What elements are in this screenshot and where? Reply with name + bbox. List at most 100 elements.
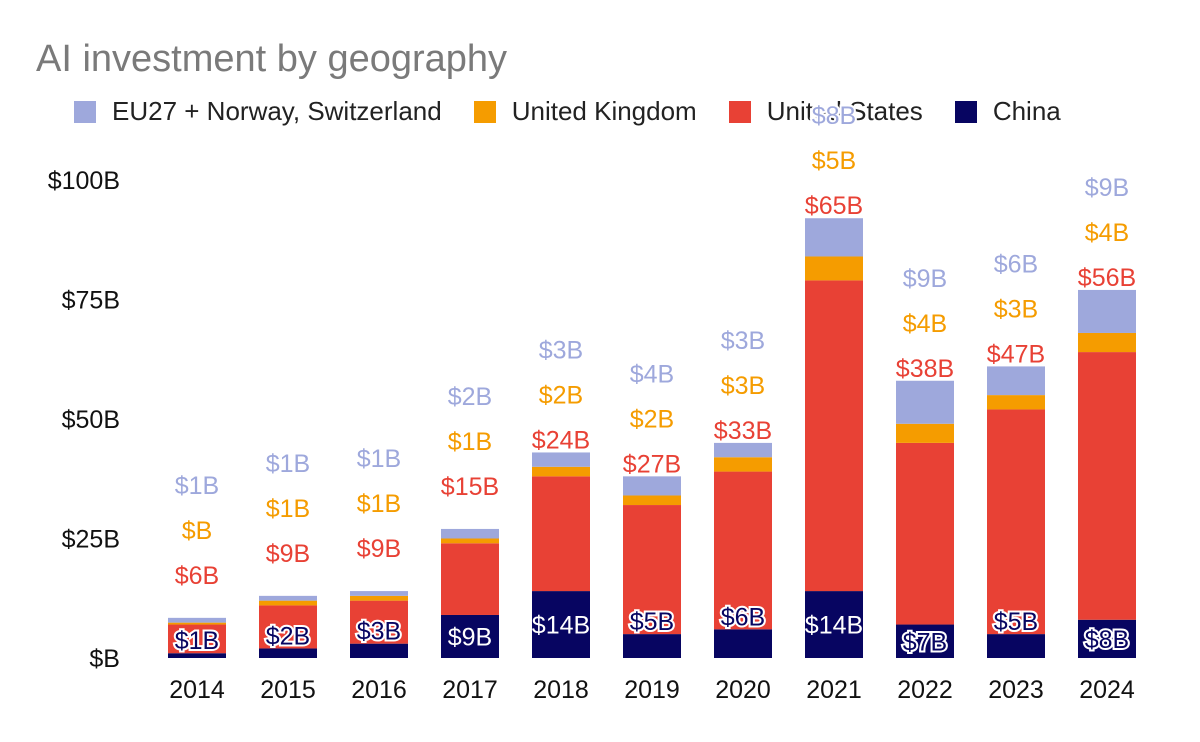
data-label-united-kingdom: $5B <box>812 147 856 175</box>
legend-item-uk: United Kingdom <box>473 96 697 127</box>
legend: EU27 + Norway, Switzerland United Kingdo… <box>74 96 1093 127</box>
data-label-united-kingdom: $2B <box>539 381 583 409</box>
data-label-eu27-norway-switzerland: $1B <box>175 472 219 500</box>
data-label-united-states: $56B <box>1078 264 1136 292</box>
bar-segment-china <box>714 629 772 658</box>
legend-item-us: United States <box>728 96 923 127</box>
bar-segment-united-kingdom <box>168 622 226 625</box>
bar-segment-china <box>168 653 226 658</box>
data-label-eu27-norway-switzerland: $6B <box>994 250 1038 278</box>
bar-segment-united-states <box>623 505 681 635</box>
y-tick-label: $100B <box>48 167 120 195</box>
legend-swatch-uk <box>473 100 496 123</box>
data-label-china: $5B <box>994 608 1038 636</box>
bar-segment-eu27-norway-switzerland <box>350 591 408 596</box>
x-tick-label: 2022 <box>897 676 953 704</box>
data-label-china: $5B <box>630 608 674 636</box>
data-label-eu27-norway-switzerland: $3B <box>539 336 583 364</box>
data-label-united-states: $33B <box>714 417 772 445</box>
data-label-eu27-norway-switzerland: $8B <box>812 102 856 130</box>
data-label-united-kingdom: $4B <box>1085 219 1129 247</box>
x-tick-label: 2024 <box>1079 676 1135 704</box>
bar-segment-eu27-norway-switzerland <box>532 452 590 467</box>
chart-title: AI investment by geography <box>36 38 508 80</box>
legend-label-eu: EU27 + Norway, Switzerland <box>112 96 442 126</box>
bar-segment-eu27-norway-switzerland <box>987 366 1045 396</box>
data-label-united-states: $9B <box>266 540 310 568</box>
bar-segment-china <box>1078 619 1136 658</box>
bar-segment-china <box>623 634 681 658</box>
legend-label-uk: United Kingdom <box>511 96 697 126</box>
bar-segment-eu27-norway-switzerland <box>441 528 499 539</box>
legend-item-china: China <box>954 96 1061 127</box>
data-label-united-states: $6B <box>175 562 219 590</box>
bar-segment-united-kingdom <box>896 423 954 443</box>
bar-segment-eu27-norway-switzerland <box>259 595 317 601</box>
data-label-united-kingdom: $1B <box>357 490 401 518</box>
bar-segment-eu27-norway-switzerland <box>805 218 863 257</box>
bar-segment-united-states <box>532 476 590 592</box>
y-axis: $B $25B $50B $75B $100B <box>48 167 120 673</box>
data-label-china: $6B <box>721 603 765 631</box>
bar-segment-united-kingdom <box>987 395 1045 410</box>
y-tick-label: $25B <box>62 526 120 554</box>
y-tick-label: $50B <box>62 406 120 434</box>
data-label-eu27-norway-switzerland: $4B <box>630 360 674 388</box>
data-label-china: $3B <box>357 618 401 646</box>
x-tick-label: 2018 <box>533 676 589 704</box>
bar-segment-united-kingdom <box>259 600 317 606</box>
data-label-united-states: $65B <box>805 192 863 220</box>
data-label-united-kingdom: $B <box>182 517 213 545</box>
x-tick-label: 2017 <box>442 676 498 704</box>
data-label-united-states: $9B <box>357 535 401 563</box>
bar-segment-china <box>987 634 1045 658</box>
data-label-united-states: $24B <box>532 426 590 454</box>
legend-item-eu: EU27 + Norway, Switzerland <box>74 96 442 127</box>
bar-segment-eu27-norway-switzerland <box>1078 289 1136 333</box>
bar-segment-china <box>805 591 863 658</box>
bar-segment-united-kingdom <box>623 495 681 506</box>
data-label-china: $1B <box>175 627 219 655</box>
bar-segment-eu27-norway-switzerland <box>714 442 772 458</box>
data-label-china: $7B <box>903 628 947 656</box>
data-label-eu27-norway-switzerland: $1B <box>357 445 401 473</box>
legend-swatch-eu <box>74 100 96 123</box>
data-label-united-states: $47B <box>987 340 1045 368</box>
bar-segment-china <box>350 643 408 658</box>
bar-segment-china <box>259 648 317 658</box>
bar-segment-united-kingdom <box>532 466 590 477</box>
data-labels: $1B $6B $B $1B $2B $9B $1B $1B $3B $9B $1B $1B $9B $1… <box>173 100 1138 658</box>
data-label-united-states: $15B <box>441 473 499 501</box>
bar-segment-united-states <box>259 605 317 649</box>
data-label-china: $14B <box>805 612 863 640</box>
bar-segment-china <box>441 614 499 658</box>
bar-segment-china <box>896 624 954 658</box>
legend-label-us: United States <box>766 96 923 126</box>
x-tick-label: 2015 <box>260 676 316 704</box>
x-tick-label: 2020 <box>715 676 771 704</box>
bar-segment-united-states <box>805 280 863 592</box>
bar-segment-united-states <box>441 543 499 615</box>
data-label-eu27-norway-switzerland: $9B <box>1085 174 1129 202</box>
bar-segment-united-kingdom <box>805 256 863 281</box>
data-label-eu27-norway-switzerland: $3B <box>721 327 765 355</box>
bar-segment-united-kingdom <box>714 457 772 472</box>
data-label-united-kingdom: $1B <box>448 428 492 456</box>
data-label-eu27-norway-switzerland: $2B <box>448 383 492 411</box>
data-label-china: $2B <box>266 622 310 650</box>
bar-segment-united-states <box>896 442 954 625</box>
data-label-eu27-norway-switzerland: $1B <box>266 450 310 478</box>
bar-segment-eu27-norway-switzerland <box>623 476 681 496</box>
data-label-china: $9B <box>448 623 492 651</box>
bar-segment-eu27-norway-switzerland <box>896 380 954 424</box>
data-label-united-kingdom: $3B <box>994 295 1038 323</box>
x-tick-label: 2019 <box>624 676 680 704</box>
bar-segment-united-kingdom <box>350 595 408 601</box>
data-label-eu27-norway-switzerland: $9B <box>903 265 947 293</box>
bar-segment-united-kingdom <box>441 538 499 544</box>
x-axis: 2014 2015 2016 2017 2018 2019 2020 2021 2022 2023… <box>169 676 1135 704</box>
bar-segment-united-states <box>714 471 772 630</box>
data-label-united-kingdom: $1B <box>266 495 310 523</box>
data-label-united-states: $38B <box>896 355 954 383</box>
